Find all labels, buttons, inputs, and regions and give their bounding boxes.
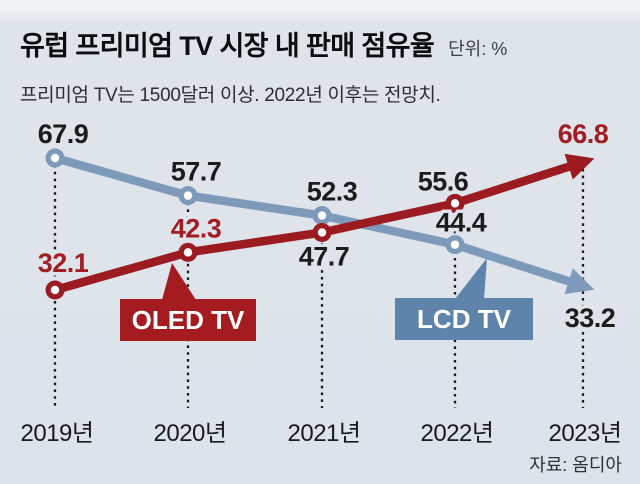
data-point-center: [450, 240, 460, 249]
x-axis-label: 2022년: [421, 420, 494, 447]
data-point-center: [317, 228, 327, 237]
value-label: 52.3: [307, 177, 358, 207]
data-point-center: [50, 153, 60, 163]
value-label: 57.7: [171, 157, 222, 187]
unit-label: 단위: %: [448, 39, 508, 59]
legend-label: LCD TV: [417, 304, 512, 334]
value-label: 67.9: [38, 119, 89, 149]
x-axis-label: 2023년: [549, 420, 622, 447]
source-label: 자료: 옴디아: [529, 455, 622, 475]
value-label: 55.6: [418, 166, 469, 196]
data-point-center: [317, 211, 327, 220]
value-label: 66.8: [558, 119, 609, 149]
callout-pointer: [162, 263, 196, 300]
page-title: 유럽 프리미엄 TV 시장 내 판매 점유율: [20, 31, 435, 61]
x-axis-label: 2021년: [288, 420, 361, 447]
chart-subtitle: 프리미엄 TV는 1500달러 이상. 2022년 이후는 전망치.: [20, 85, 441, 106]
legend-box: [120, 299, 256, 341]
data-point-center: [183, 191, 193, 200]
data-point-center: [50, 285, 60, 295]
legend-label: OLED TV: [132, 305, 245, 335]
value-label: 47.7: [299, 241, 350, 271]
chart-header: 유럽 프리미엄 TV 시장 내 판매 점유율 단위: % 프리미엄 TV는 15…: [20, 24, 624, 107]
value-label: 44.4: [436, 208, 487, 238]
value-label: 42.3: [171, 213, 222, 243]
value-label: 32.1: [38, 248, 89, 278]
callout-pointer: [455, 258, 487, 299]
data-point-center: [183, 248, 193, 257]
data-point-center: [450, 199, 460, 208]
x-axis-label: 2019년: [21, 420, 94, 447]
trend-arrowhead: [564, 268, 595, 295]
x-axis-label: 2020년: [154, 420, 227, 447]
trend-arrowhead: [564, 153, 595, 180]
value-label: 33.2: [565, 303, 616, 333]
legend-box: [395, 298, 533, 340]
